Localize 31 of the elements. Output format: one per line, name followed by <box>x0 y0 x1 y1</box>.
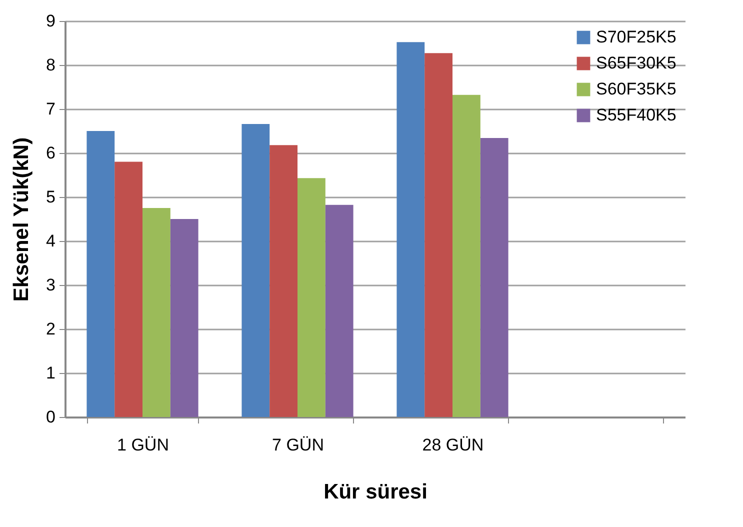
bar <box>325 204 354 417</box>
legend-label: S55F40K5 <box>596 106 676 124</box>
bar <box>86 131 115 417</box>
y-tick-label: 1 <box>46 364 56 382</box>
y-tick-label: 5 <box>46 188 56 206</box>
legend-label: S65F30K5 <box>596 54 676 72</box>
bar <box>480 138 508 417</box>
y-tick-label: 7 <box>46 100 56 118</box>
bar <box>298 178 326 417</box>
legend-label: S70F25K5 <box>596 28 676 46</box>
y-tick-label: 9 <box>46 12 56 30</box>
y-tick-label: 3 <box>46 276 56 294</box>
x-tick-label: 7 GÜN <box>272 436 324 454</box>
x-axis-title: Kür süresi <box>324 480 428 504</box>
bar <box>142 208 170 417</box>
y-tick-label: 2 <box>46 320 56 338</box>
bar <box>396 42 425 417</box>
bar <box>424 53 452 417</box>
x-tick-label: 1 GÜN <box>117 436 169 454</box>
y-tick-label: 8 <box>46 56 56 74</box>
bar <box>452 94 480 417</box>
bar <box>114 162 142 417</box>
bar <box>270 145 298 417</box>
y-tick-label: 4 <box>46 232 56 250</box>
y-axis-title: Eksenel Yük(kN) <box>10 137 34 302</box>
x-tick-label: 28 GÜN <box>422 436 484 454</box>
bar <box>170 219 198 417</box>
y-tick-label: 0 <box>46 408 56 426</box>
y-tick-label: 6 <box>46 144 56 162</box>
bar <box>242 124 270 417</box>
legend-label: S60F35K5 <box>596 80 676 98</box>
